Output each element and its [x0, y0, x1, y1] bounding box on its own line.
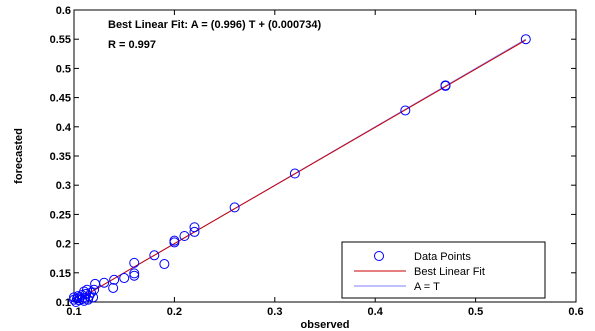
x-axis-title: observed	[301, 319, 350, 331]
legend-label-a-equals-t: A = T	[414, 281, 440, 293]
x-tick-label: 0.5	[468, 306, 483, 318]
data-point	[159, 259, 170, 270]
data-point	[520, 34, 531, 45]
data-point	[86, 287, 97, 298]
data-point	[179, 231, 190, 242]
y-tick-label: 0.45	[50, 93, 71, 105]
data-point	[189, 226, 200, 237]
data-point	[108, 282, 119, 293]
data-point	[169, 235, 180, 246]
legend: Data Points Best Linear Fit A = T	[341, 241, 546, 299]
y-tick-label: 0.25	[50, 209, 71, 221]
x-tick-label: 0.6	[568, 306, 583, 318]
data-point	[149, 250, 160, 261]
data-point	[99, 277, 110, 288]
data-point	[88, 292, 99, 303]
y-tick-label: 0.15	[50, 268, 71, 280]
x-tick-label: 0.3	[267, 306, 282, 318]
data-point	[119, 273, 130, 284]
legend-label-best-fit: Best Linear Fit	[414, 266, 485, 278]
x-tick-label: 0.1	[66, 306, 81, 318]
y-tick-label: 0.5	[56, 63, 71, 75]
data-point	[109, 274, 120, 285]
best-fit-line	[73, 39, 527, 303]
correlation-label: R = 0.997	[108, 39, 156, 51]
axis-ticks: 0.1 0.2 0.3 0.4 0.5 0.6 0.1 0.15 0.2 0.25 0.3 0.35 0…	[50, 5, 584, 318]
y-tick-label: 0.3	[56, 180, 71, 192]
data-point	[440, 80, 451, 91]
fit-equation: Best Linear Fit: A = (0.996) T + (0.0007…	[108, 19, 321, 31]
data-point	[289, 168, 300, 179]
x-tick-label: 0.4	[368, 306, 384, 318]
data-point	[129, 257, 140, 268]
y-axis-title: forecasted	[13, 128, 25, 184]
data-point	[129, 268, 140, 279]
data-point	[129, 270, 140, 281]
y-tick-label: 0.2	[56, 239, 71, 251]
data-point	[189, 222, 200, 233]
fit-lines	[73, 38, 527, 303]
y-tick-label: 0.55	[50, 34, 71, 46]
legend-label-data-points: Data Points	[414, 251, 471, 263]
data-points	[69, 34, 531, 307]
data-point	[400, 105, 411, 116]
legend-marker-data-points	[374, 251, 384, 261]
data-point	[229, 202, 240, 213]
y-tick-label: 0.1	[56, 297, 71, 309]
data-point	[89, 284, 100, 295]
legend-box	[341, 241, 546, 299]
y-tick-label: 0.35	[50, 151, 71, 163]
y-tick-label: 0.4	[56, 122, 72, 134]
x-tick-label: 0.2	[167, 306, 182, 318]
y-tick-label: 0.6	[56, 5, 71, 17]
